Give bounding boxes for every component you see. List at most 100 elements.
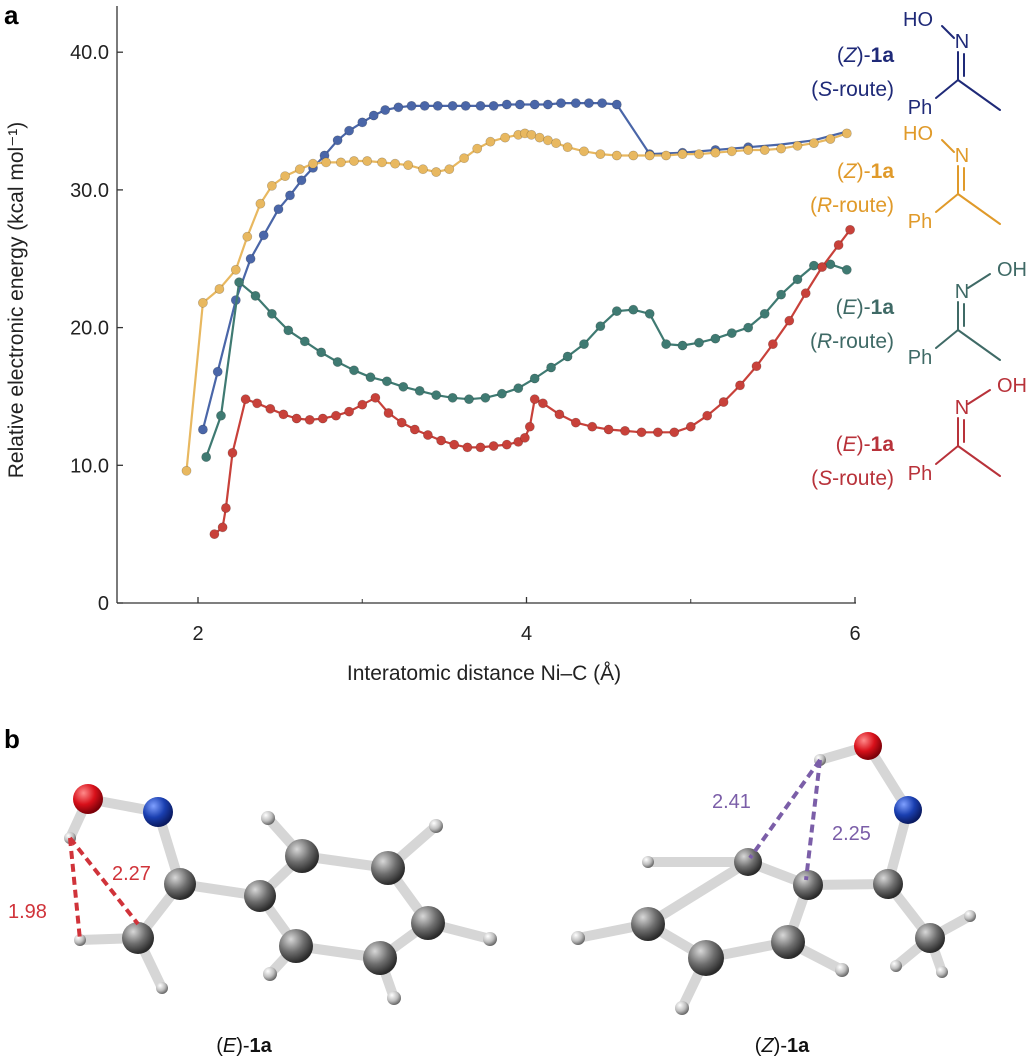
data-point [595, 149, 606, 159]
y-tick-label: 10.0 [70, 455, 109, 477]
data-point [644, 150, 655, 161]
y-axis-label: Relative electronic energy (kcal mol⁻¹) [5, 122, 28, 479]
data-point [526, 129, 537, 140]
data-point [570, 98, 581, 108]
data-point [280, 171, 290, 181]
data-point [809, 138, 819, 148]
series-line [201, 101, 851, 430]
data-point [418, 164, 428, 175]
data-point [278, 409, 289, 420]
data-point [534, 132, 545, 143]
data-point [273, 204, 284, 215]
data-point [255, 198, 266, 209]
data-point [216, 410, 226, 421]
data-point [294, 164, 305, 175]
data-point [304, 414, 315, 425]
data-point [496, 388, 507, 399]
data-point [436, 435, 446, 446]
data-point [245, 253, 256, 264]
data-point [809, 260, 819, 271]
series-2 [201, 259, 852, 462]
data-point [414, 385, 425, 396]
legend-isomer-label: (E)-1a [836, 433, 895, 456]
data-point [726, 328, 737, 338]
data-point [447, 101, 458, 111]
data-point [406, 101, 417, 111]
c-atom [285, 839, 319, 873]
c-atom [873, 869, 903, 899]
data-point [562, 351, 573, 362]
oxime-structure [935, 139, 1001, 225]
data-point [488, 441, 499, 451]
data-point [562, 142, 573, 153]
data-point [735, 380, 745, 391]
data-point [710, 147, 721, 158]
distance-label: 2.25 [832, 823, 871, 845]
data-point [209, 529, 220, 539]
data-point [620, 425, 630, 436]
oxime-structure [935, 389, 1001, 477]
data-point [817, 262, 827, 272]
data-point [743, 322, 754, 333]
data-point [396, 417, 407, 428]
series-line [205, 263, 848, 458]
h-atom [429, 819, 443, 833]
data-point [485, 136, 496, 147]
c-atom [771, 925, 805, 959]
distance-lines [68, 836, 140, 941]
x-tick-label: 4 [521, 623, 532, 645]
data-point [636, 427, 647, 438]
legend-isomer-label: (Z)-1a [837, 44, 895, 67]
data-point [710, 333, 721, 344]
data-point [331, 410, 341, 421]
c-atom [631, 907, 665, 941]
data-point [529, 373, 540, 384]
n-atom [143, 797, 173, 827]
c-atom [363, 941, 397, 975]
hydroxyl-label: HO [903, 9, 933, 31]
h-atom [263, 967, 277, 981]
data-point [841, 128, 852, 139]
nitrogen-label: N [955, 281, 969, 303]
bonds [573, 741, 975, 1013]
data-point [500, 132, 510, 143]
c-atom [688, 940, 724, 976]
y-ticks: 0 10.0 20.0 30.0 40.0 [70, 42, 123, 615]
oxime-structure [935, 273, 1001, 361]
data-point [419, 101, 430, 111]
series-1 [181, 128, 852, 476]
c-atom [164, 868, 196, 900]
data-point [462, 442, 473, 453]
data-point [357, 399, 368, 410]
axes: 0 10.0 20.0 30.0 40.0 2 4 6 Interatomic distan… [5, 6, 861, 685]
hydroxyl-label: OH [997, 375, 1027, 397]
data-point [212, 366, 223, 377]
c-atom [122, 922, 154, 954]
data-point [628, 150, 639, 161]
data-point [362, 156, 373, 166]
data-point [432, 101, 443, 111]
distance-label: 2.41 [712, 791, 751, 813]
data-point [759, 145, 770, 155]
n-atom [894, 796, 922, 824]
data-point [661, 150, 671, 161]
legend-entry-es: (E)-1a (S-route) N OH Ph [811, 375, 1027, 490]
data-point [792, 140, 803, 151]
data-point [390, 158, 400, 169]
data-point [181, 465, 192, 476]
data-point [595, 321, 606, 332]
data-point [227, 447, 238, 458]
data-point [685, 421, 696, 432]
data-point [332, 357, 343, 367]
data-point [214, 284, 225, 294]
data-point [344, 406, 354, 417]
x-tick-label: 6 [849, 623, 860, 645]
data-point [603, 424, 614, 435]
data-point [543, 135, 553, 146]
data-point [217, 522, 228, 533]
data-point [250, 290, 261, 301]
phenyl-label: Ph [908, 211, 932, 233]
data-point [197, 424, 208, 435]
data-point [718, 397, 729, 407]
data-point [488, 101, 499, 111]
